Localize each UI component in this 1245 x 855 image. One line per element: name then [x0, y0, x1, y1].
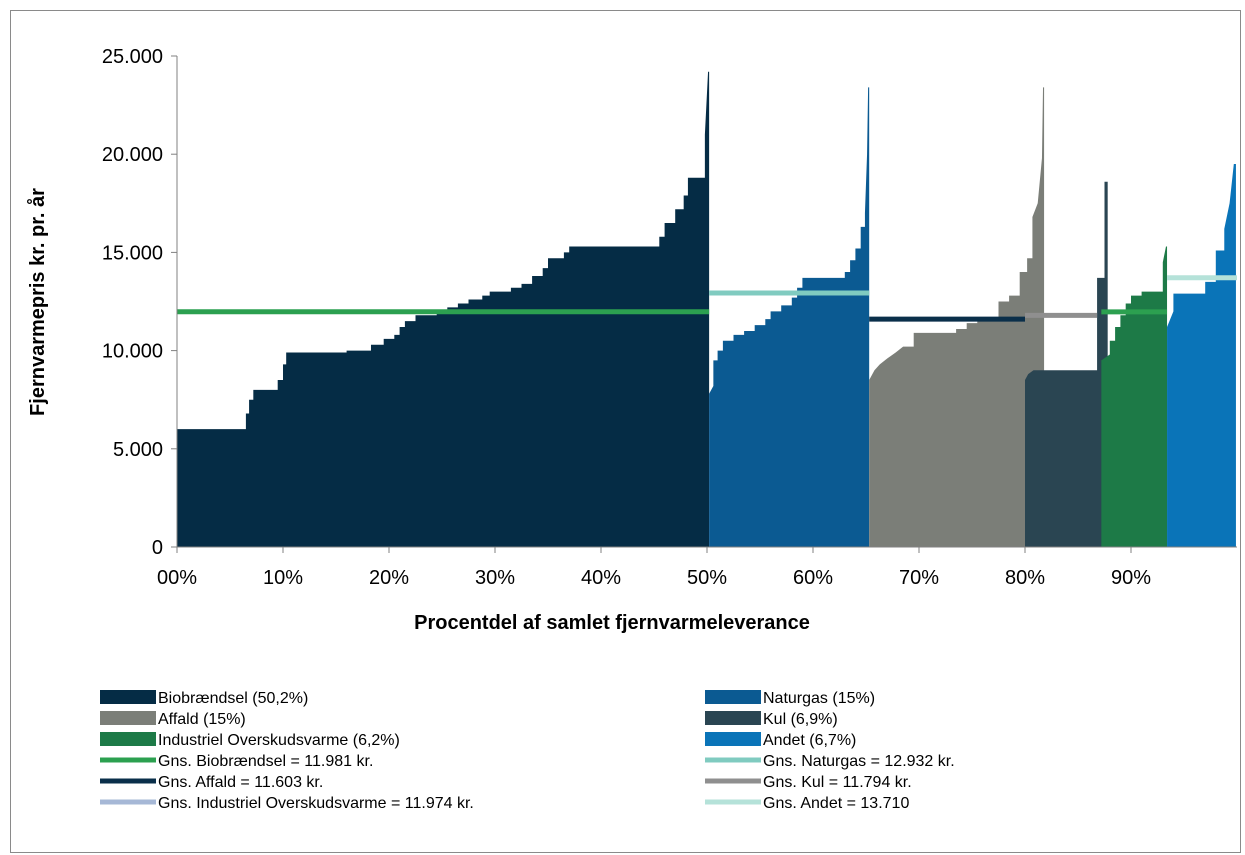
legend-average-label-4: Gns. Kul = 11.794 kr.: [763, 774, 912, 791]
plot-area: [177, 71, 1237, 548]
legend-average-label-3: Gns. Affald = 11.603 kr.: [158, 774, 323, 791]
x-tick-label: 70%: [899, 567, 939, 589]
series-area-6: [1167, 164, 1236, 547]
x-tick-label: 20%: [369, 567, 409, 589]
y-tick-label: 25.000: [102, 46, 163, 68]
series-area-4: [1025, 181, 1108, 547]
x-axis-title: Procentdel af samlet fjernvarmeleverance: [414, 612, 810, 634]
legend-swatch-3: [100, 711, 156, 725]
x-tick-label: 50%: [687, 567, 727, 589]
legend: Biobrændsel (50,2%) Naturgas (15%) Affald …: [100, 690, 955, 812]
x-tick-label: 10%: [263, 567, 303, 589]
legend-label-5: Industriel Overskudsvarme (6,2%): [158, 732, 400, 749]
series-area-3: [869, 87, 1045, 548]
legend-label-6: Andet (6,7%): [763, 732, 856, 749]
x-tick-label: 80%: [1005, 567, 1045, 589]
legend-swatch-1: [100, 690, 156, 704]
y-tick-label: 5.000: [113, 439, 163, 461]
x-tick-label: 40%: [581, 567, 621, 589]
y-tick-label: 10.000: [102, 341, 163, 363]
axes: 0 5.000 10.000 15.000 20.000 25.000 00% 10% 20% 3…: [26, 46, 1237, 634]
legend-swatch-6: [705, 732, 761, 746]
legend-swatch-4: [705, 711, 761, 725]
legend-average-label-1: Gns. Biobrændsel = 11.981 kr.: [158, 753, 373, 770]
legend-label-3: Affald (15%): [158, 711, 246, 728]
series-area-1: [177, 71, 710, 548]
legend-swatch-5: [100, 732, 156, 746]
y-tick-label: 0: [152, 537, 163, 559]
series-area-2: [709, 87, 870, 548]
legend-average-label-6: Gns. Andet = 13.710: [763, 795, 909, 812]
legend-average-label-5: Gns. Industriel Overskudsvarme = 11.974 …: [158, 795, 474, 812]
legend-label-4: Kul (6,9%): [763, 711, 838, 728]
legend-average-label-2: Gns. Naturgas = 12.932 kr.: [763, 753, 955, 770]
x-tick-label: 90%: [1111, 567, 1151, 589]
legend-label-1: Biobrændsel (50,2%): [158, 690, 308, 707]
legend-swatch-2: [705, 690, 761, 704]
y-tick-label: 15.000: [102, 242, 163, 264]
y-axis-title: Fjernvarmepris kr. pr. år: [26, 188, 49, 416]
y-tick-label: 20.000: [102, 144, 163, 166]
series-area-5: [1101, 246, 1168, 547]
x-tick-label: 60%: [793, 567, 833, 589]
x-tick-label: 00%: [157, 567, 197, 589]
legend-label-2: Naturgas (15%): [763, 690, 875, 707]
x-tick-label: 30%: [475, 567, 515, 589]
